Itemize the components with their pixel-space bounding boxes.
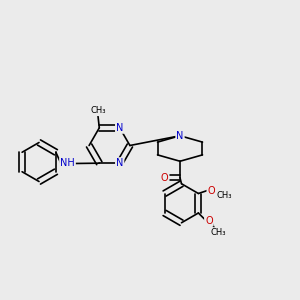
Text: CH₃: CH₃ [90, 106, 106, 115]
Text: O: O [205, 215, 213, 226]
Text: N: N [116, 123, 123, 133]
Text: CH₃: CH₃ [216, 190, 232, 200]
Text: NH: NH [60, 158, 75, 169]
Text: N: N [116, 158, 123, 168]
Text: O: O [208, 185, 215, 196]
Text: O: O [161, 173, 169, 183]
Text: N: N [176, 131, 184, 141]
Text: CH₃: CH₃ [210, 228, 226, 237]
